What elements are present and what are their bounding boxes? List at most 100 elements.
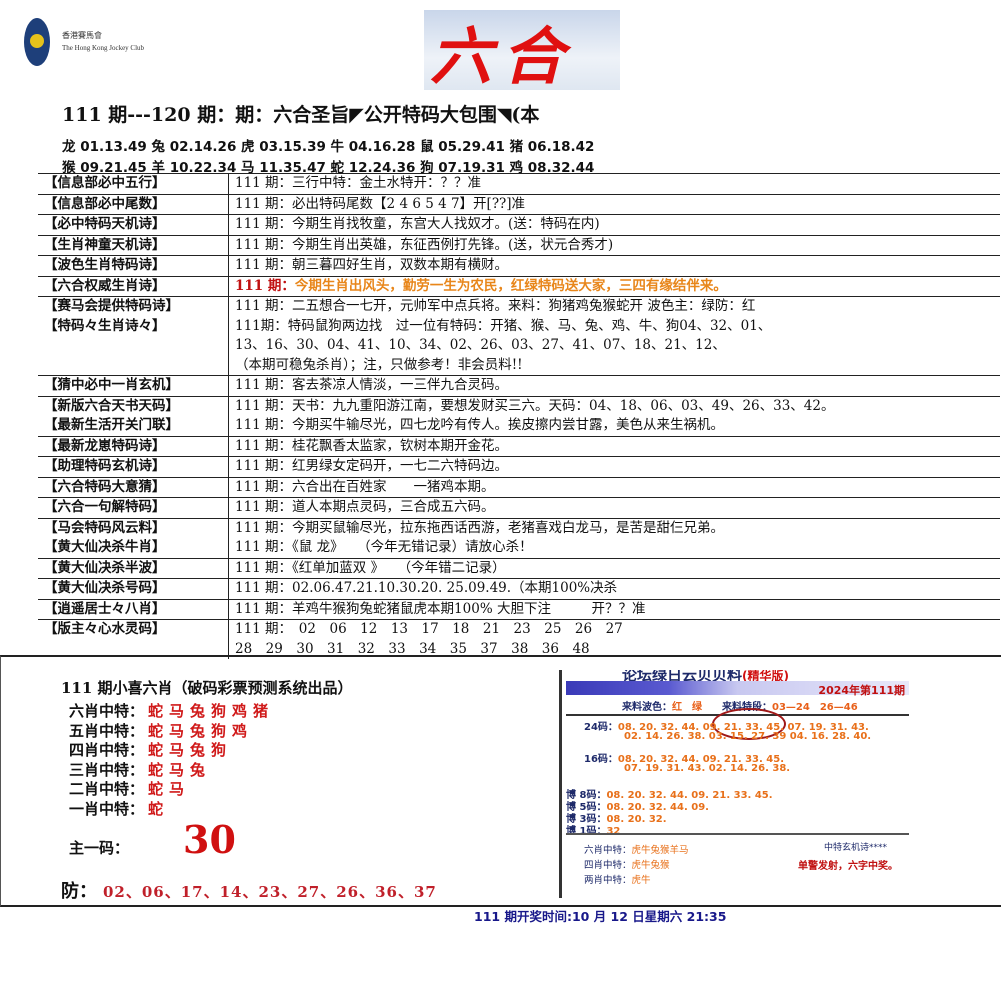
card-code-value: 08. 20. 32. 44. 09. 21. 33. 45. 07. 19. … bbox=[617, 722, 869, 733]
row-line: 111 期：今期买鼠输尽光，拉东拖西话西游，老猪喜戏白龙马，是苦是甜仨兄弟。 bbox=[235, 519, 1000, 539]
row-text: 111 期：羊鸡牛猴狗兔蛇猪鼠虎本期100% 大胆下注 开？？准 bbox=[235, 600, 646, 617]
card-code-value: 32 bbox=[606, 826, 621, 837]
card-code-value: 08. 20. 32. bbox=[606, 814, 667, 825]
row-text: 111 期：今期买鼠输尽光，拉东拖西话西游，老猪喜戏白龙马，是苦是甜仨兄弟。 bbox=[235, 519, 725, 536]
row-text: 111 期：红男绿女定码开，一七二六特码边。 bbox=[235, 458, 509, 474]
row-content-cell: 111 期：三行中特：金土水特开：？？准 bbox=[228, 173, 1000, 194]
table-row: 【六合权威生肖诗】 111 期：今期生肖出风头，勤劳一生为农民，红绿特码送大家，三… bbox=[38, 275, 1000, 297]
fang-label: 防： bbox=[61, 881, 97, 902]
row-content-cell: 111 期：《红单加蓝双 》 （今年错二记录） bbox=[228, 557, 1000, 579]
xiao-label: 二肖中特： bbox=[69, 780, 145, 798]
row-line: 111 期：桂花飘香太监家，钦树本期开金花。 bbox=[235, 437, 1000, 457]
table-row: 【黄大仙决杀号码】 111 期：02.06.47.21.10.30.20. 25.… bbox=[38, 578, 1000, 599]
card-code-line: 博 5码：08. 20. 32. 44. 09. bbox=[566, 798, 709, 813]
row-text: （本期可稳兔杀肖）；注，只做参考！非会员料!! bbox=[235, 356, 523, 373]
zodiac-numbers-line-1: 龙 01.13.49 兔 02.14.26 虎 03.15.39 牛 04.16… bbox=[62, 139, 595, 155]
logo-en-text: The Hong Kong Jockey Club bbox=[62, 44, 145, 52]
row-line: 111 期：今期生肖出风头，勤劳一生为农民，红绿特码送大家，三四有缘结伴来。 bbox=[235, 277, 1000, 297]
xiao-six-title: 111 期小喜六肖（破码彩票预测系统出品） bbox=[61, 679, 353, 697]
table-row: 【生肖神童天机诗】 111 期：今期生肖出英雄，东征西例打先锋。(送，状元合秀才) bbox=[38, 234, 1000, 256]
card-code-line: 16码：08. 20. 32. 44. 09. 21. 33. 45. bbox=[584, 750, 784, 765]
card-zodiac-value: 虎牛兔猴 bbox=[631, 860, 670, 871]
card-code-value: 08. 20. 32. 44. 09. 21. 33. 45. bbox=[606, 790, 773, 801]
row-text: 111 期：六合出在百姓家 一猪鸡本期。 bbox=[235, 478, 495, 495]
card-code-value: 02. 14. 26. 38. 03. 15. 27. 39 04. 16. 2… bbox=[624, 731, 872, 742]
divider bbox=[566, 833, 909, 835]
card-code-value: 07. 19. 31. 43. 02. 14. 26. 38. bbox=[624, 763, 791, 774]
row-label-cell: 【马会特码风云料】 【黄大仙决杀牛肖】 bbox=[38, 517, 229, 558]
row-line: 28 29 30 31 32 33 34 35 37 38 36 48 bbox=[235, 640, 1000, 660]
row-label-cell: 【逍遥居士々八肖】 bbox=[38, 598, 229, 620]
xiao-row: 六肖中特： 蛇马兔狗鸡猪 bbox=[69, 700, 274, 721]
row-content-cell: 111 期：六合出在百姓家 一猪鸡本期。 bbox=[228, 476, 1000, 498]
card-zodiac-value: 虎牛 bbox=[631, 875, 651, 886]
card-code-label: 博 8码： bbox=[566, 790, 607, 801]
row-line: 111 期：《红单加蓝双 》 （今年错二记录） bbox=[235, 559, 1000, 579]
row-label-cell: 【新版六合天书天码】 【最新生活开关门联】 bbox=[38, 395, 229, 436]
row-text: 111 期：《红单加蓝双 》 （今年错二记录） bbox=[235, 559, 506, 576]
row-text: 111 期：朝三暮四好生肖，双数本期有横财。 bbox=[235, 257, 509, 273]
row-label-cell: 【六合一句解特码】 bbox=[38, 497, 229, 518]
table-row: 【新版六合天书天码】 【最新生活开关门联】 111 期：天书：九九重阳游江南，要想发… bbox=[38, 395, 1000, 436]
row-line: 111 期：道人本期点灵码，三合成五六码。 bbox=[235, 498, 1000, 518]
row-label: 【六合一句解特码】 bbox=[44, 499, 166, 515]
table-row: 【六合一句解特码】 111 期：道人本期点灵码，三合成五六码。 bbox=[38, 497, 1000, 518]
card-code-value: 08. 20. 32. 44. 09. 21. 33. 45. bbox=[617, 754, 785, 765]
row-line: 111 期：今期生肖出英雄，东征西例打先锋。(送，状元合秀才) bbox=[235, 236, 1000, 256]
row-text: 111 期：02.06.47.21.10.30.20. 25.09.49.（本期… bbox=[235, 580, 618, 596]
table-row: 【马会特码风云料】 【黄大仙决杀牛肖】 111 期：今期买鼠输尽光，拉东拖西话西游，… bbox=[38, 517, 1000, 558]
row-content-cell: 111 期：朝三暮四好生肖，双数本期有横财。 bbox=[228, 255, 1000, 276]
xiao-label: 三肖中特： bbox=[69, 760, 145, 779]
src-wave-value: 红 绿 bbox=[672, 702, 702, 713]
row-text: 111 期：桂花飘香太监家，钦树本期开金花。 bbox=[235, 437, 509, 454]
card-edition: (精华版) bbox=[742, 670, 789, 683]
page-headline: 111 期---120 期：期：六合圣旨◤公开特码大包围◥(本 bbox=[62, 104, 540, 126]
row-label: 【信息部必中五行】 bbox=[44, 175, 166, 191]
row-label-cell: 【赛马会提供特码诗】 【特码々生肖诗々】 bbox=[38, 296, 229, 376]
xiao-row: 三肖中特： 蛇马兔 bbox=[69, 759, 211, 780]
row-text: 111 期：道人本期点灵码，三合成五六码。 bbox=[235, 499, 495, 515]
row-line: 111 期：三行中特：金土水特开：？？准 bbox=[235, 174, 1000, 194]
row-label: 【马会特码风云料】 bbox=[44, 519, 166, 536]
forum-card-image: 论坛绿日云贝贝料(精华版) 2024年第111期 来料波色：红 绿 来料特段：0… bbox=[559, 670, 909, 898]
row-line: 111 期：02.06.47.21.10.30.20. 25.09.49.（本期… bbox=[235, 579, 1000, 599]
logo-cn-text: 香港賽馬會 bbox=[62, 31, 102, 40]
row-content-cell: 111 期：桂花飘香太监家，钦树本期开金花。 bbox=[228, 435, 1000, 457]
row-text: 111 期： 02 06 12 13 17 18 21 23 25 26 27 bbox=[235, 621, 623, 637]
xiao-row: 二肖中特： 蛇马 bbox=[69, 778, 190, 799]
row-label-cell: 【信息部必中尾数】 bbox=[38, 193, 229, 215]
row-content-cell: 111 期：必出特码尾数【2 4 6 5 4 7】开[??]准 bbox=[228, 193, 1000, 215]
row-line: 111期：特码鼠狗两边找 过一位有特码：开猪、猴、马、兔、鸡、牛、狗04、32、… bbox=[235, 317, 1000, 337]
row-label: 【黄大仙决杀牛肖】 bbox=[44, 539, 166, 555]
row-text: 111 期：今期买牛输尽光，四七龙吟有传人。挨皮擦内尝甘露，美色从来生祸机。 bbox=[235, 417, 725, 433]
card-code-label: 博 5码： bbox=[566, 802, 607, 813]
card-zodiac-label: 四肖中特： bbox=[584, 860, 632, 871]
bottom-panel: 111 期小喜六肖（破码彩票预测系统出品） 六肖中特： 蛇马兔狗鸡猪 五肖中特： 蛇马… bbox=[0, 655, 1001, 907]
poem-heading: 中特玄机诗**** bbox=[824, 843, 888, 853]
jockey-club-emblem-icon bbox=[24, 18, 50, 66]
poem-line: 单警发射，六字中奖。 bbox=[798, 861, 898, 872]
row-label: 【黄大仙决杀半波】 bbox=[44, 559, 166, 576]
table-row: 【最新龙崽特码诗】 111 期：桂花飘香太监家，钦树本期开金花。 bbox=[38, 435, 1000, 457]
row-content-cell: 111 期：二五想合一七开，元帅军中点兵将。来料：狗猪鸡兔猴蛇开 波色主：绿防：… bbox=[228, 296, 1000, 376]
row-label: 【六合特码大意猜】 bbox=[44, 478, 166, 495]
row-label-cell: 【必中特码天机诗】 bbox=[38, 214, 229, 235]
row-label: 【特码々生肖诗々】 bbox=[44, 317, 166, 334]
row-label: 【最新生活开关门联】 bbox=[44, 417, 179, 433]
row-text: 111 期：二五想合一七开，元帅军中点兵将。来料：狗猪鸡兔猴蛇开 波色主：绿防：… bbox=[235, 298, 756, 314]
xiao-value: 蛇马兔狗 bbox=[148, 741, 233, 759]
row-content-cell: 111 期：红男绿女定码开，一七二六特码边。 bbox=[228, 456, 1000, 477]
row-text: 111 期：今期生肖找牧童，东宫大人找奴才。(送：特码在内) bbox=[235, 216, 600, 232]
card-code-line: 博 3码：08. 20. 32. bbox=[566, 810, 667, 825]
one-code-value: 30 bbox=[183, 817, 236, 862]
table-row: 【六合特码大意猜】 111 期：六合出在百姓家 一猪鸡本期。 bbox=[38, 476, 1000, 498]
zodiac-numbers-line-2: 猴 09.21.45 羊 10.22.34 马 11.35.47 蛇 12.24… bbox=[62, 160, 595, 176]
row-line: 111 期：《鼠 龙》 （今年无错记录）请放心杀！ bbox=[235, 538, 1000, 558]
liuhe-banner: 六合 bbox=[424, 10, 620, 90]
row-text: 111期：特码鼠狗两边找 过一位有特码：开猪、猴、马、兔、鸡、牛、狗04、32、… bbox=[235, 317, 772, 334]
xiao-label: 一肖中特： bbox=[69, 799, 145, 818]
row-prefix: 111 期： bbox=[235, 277, 295, 294]
card-title: 论坛绿日云贝贝料(精华版) bbox=[622, 670, 789, 685]
row-label: 【六合权威生肖诗】 bbox=[44, 277, 166, 294]
card-title-text: 论坛绿日云贝贝料 bbox=[622, 670, 743, 684]
